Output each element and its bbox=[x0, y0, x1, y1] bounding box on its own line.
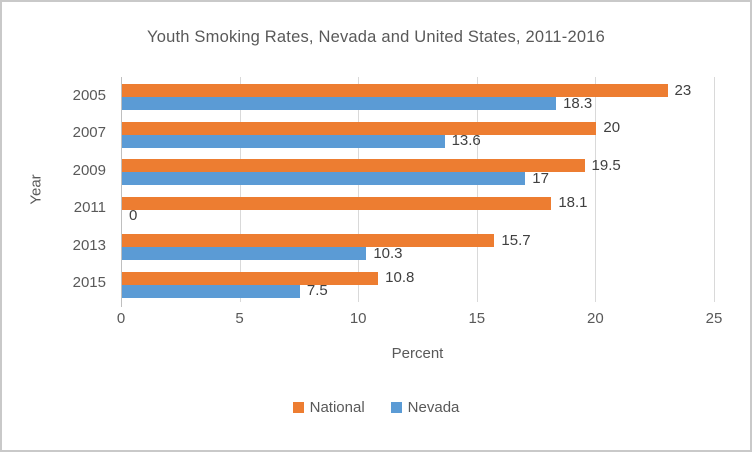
value-axis-line bbox=[121, 77, 122, 307]
legend-swatch-nevada bbox=[390, 402, 402, 413]
data-label: 7.5 bbox=[306, 282, 328, 299]
gridline bbox=[714, 77, 715, 302]
bar-nevada-2013 bbox=[122, 247, 367, 260]
x-tick-label: 5 bbox=[235, 310, 244, 327]
legend-item-national: National bbox=[292, 399, 365, 416]
data-label: 10.3 bbox=[373, 244, 403, 262]
category-label: 2013 bbox=[72, 236, 106, 254]
x-tick-label: 25 bbox=[705, 310, 723, 327]
data-label: 18.3 bbox=[563, 94, 593, 112]
legend: National Nevada bbox=[2, 399, 750, 416]
legend-label: National bbox=[309, 399, 365, 416]
category-label: 2007 bbox=[72, 124, 106, 142]
gridline bbox=[595, 77, 596, 302]
data-label: 10.8 bbox=[385, 269, 415, 286]
bar-national-2013 bbox=[122, 234, 495, 247]
x-tick-label: 20 bbox=[587, 310, 604, 327]
x-tick-label: 15 bbox=[468, 310, 486, 327]
legend-label: Nevada bbox=[407, 399, 460, 416]
x-axis-title: Percent bbox=[391, 345, 444, 362]
y-axis-title-box: Year bbox=[24, 77, 48, 302]
bar-nevada-2009 bbox=[122, 172, 526, 185]
data-label: 17 bbox=[532, 169, 549, 187]
bar-national-2009 bbox=[122, 159, 585, 172]
bar-national-2015 bbox=[122, 271, 379, 285]
bar-nevada-2015 bbox=[122, 284, 300, 298]
legend-swatch-national bbox=[292, 402, 304, 413]
data-label: 13.6 bbox=[451, 132, 481, 149]
data-label: 15.7 bbox=[501, 231, 531, 249]
data-label: 18.1 bbox=[558, 194, 588, 211]
x-tick-label: 10 bbox=[349, 310, 367, 327]
category-label: 2015 bbox=[72, 274, 106, 292]
category-label: 2009 bbox=[72, 161, 106, 179]
category-label: 2011 bbox=[73, 199, 106, 217]
bar-nevada-2005 bbox=[122, 97, 557, 110]
gridline bbox=[477, 77, 478, 302]
data-label: 0 bbox=[129, 207, 138, 224]
category-label: 2005 bbox=[72, 86, 106, 104]
x-tick-label: 0 bbox=[116, 310, 126, 327]
data-label: 20 bbox=[603, 119, 621, 136]
data-label: 23 bbox=[674, 81, 692, 99]
chart-title: Youth Smoking Rates, Nevada and United S… bbox=[147, 28, 605, 46]
y-axis-title: Year bbox=[27, 174, 45, 205]
bar-national-2007 bbox=[122, 121, 597, 135]
bar-nevada-2007 bbox=[122, 134, 445, 148]
legend-item-nevada: Nevada bbox=[390, 399, 460, 416]
gridline bbox=[358, 77, 359, 302]
data-label: 19.5 bbox=[591, 156, 621, 174]
gridline bbox=[240, 77, 241, 302]
bar-national-2005 bbox=[122, 84, 668, 97]
bar-national-2011 bbox=[122, 196, 552, 210]
